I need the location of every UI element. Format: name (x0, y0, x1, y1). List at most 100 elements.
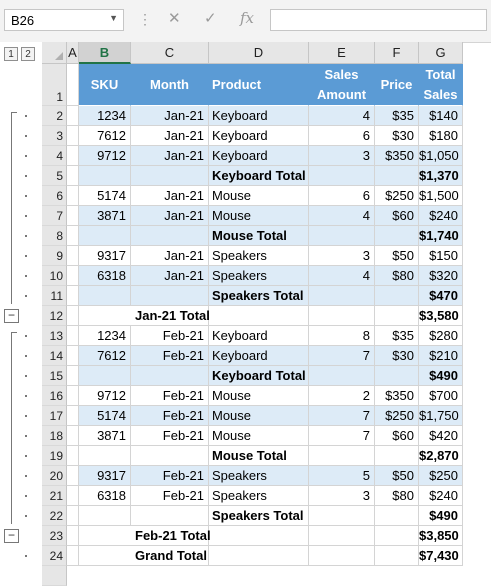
cell-sales-amount[interactable] (309, 286, 375, 306)
cell-price[interactable] (375, 506, 419, 526)
cell-a[interactable] (67, 286, 79, 306)
cell-total-sales[interactable]: $210 (419, 346, 463, 366)
cell-a[interactable] (67, 166, 79, 186)
cell-a1[interactable] (67, 64, 79, 106)
cell-a[interactable] (67, 346, 79, 366)
cell-price[interactable]: $350 (375, 146, 419, 166)
cell-total-sales[interactable]: $490 (419, 366, 463, 386)
group-total-label[interactable]: Grand Total (79, 546, 209, 566)
cell-total-sales[interactable]: $240 (419, 206, 463, 226)
cell-price[interactable]: $60 (375, 206, 419, 226)
cell-price[interactable]: $80 (375, 266, 419, 286)
row-header[interactable]: 8 (42, 226, 67, 246)
column-header-a[interactable]: A (67, 42, 79, 64)
cell-month[interactable]: Jan-21 (131, 106, 209, 126)
cell-sales-amount[interactable] (309, 526, 375, 546)
row-header[interactable]: 21 (42, 486, 67, 506)
cell-product[interactable]: Speakers (209, 246, 309, 266)
cell-product[interactable]: Mouse (209, 386, 309, 406)
column-header-d[interactable]: D (209, 42, 309, 64)
cell-month[interactable]: Feb-21 (131, 386, 209, 406)
row-header[interactable]: 23 (42, 526, 67, 546)
cell-price[interactable] (375, 286, 419, 306)
cell-a[interactable] (67, 146, 79, 166)
cell-total-sales[interactable]: $7,430 (419, 546, 463, 566)
cell-sales-amount[interactable]: 6 (309, 186, 375, 206)
cell-month[interactable]: Jan-21 (131, 246, 209, 266)
cell-total-sales[interactable]: $490 (419, 506, 463, 526)
cell-total-sales[interactable]: $1,740 (419, 226, 463, 246)
cell-product[interactable]: Keyboard (209, 126, 309, 146)
cell-total-sales[interactable]: $700 (419, 386, 463, 406)
chevron-down-icon[interactable]: ▼ (109, 13, 118, 23)
function-icon[interactable]: fx (240, 9, 255, 27)
row-header[interactable]: 20 (42, 466, 67, 486)
cell-a[interactable] (67, 246, 79, 266)
cell-a[interactable] (67, 546, 79, 566)
header-total-sales[interactable]: Total Sales (419, 64, 463, 106)
select-all-corner[interactable] (42, 42, 67, 64)
cell-total-sales[interactable]: $280 (419, 326, 463, 346)
cell-price[interactable]: $30 (375, 346, 419, 366)
cell-price[interactable] (375, 166, 419, 186)
cell-price[interactable] (375, 526, 419, 546)
cell-product[interactable]: Keyboard (209, 326, 309, 346)
row-header[interactable]: 1 (42, 64, 67, 106)
row-header[interactable]: 16 (42, 386, 67, 406)
cell-total-sales[interactable]: $150 (419, 246, 463, 266)
cell-product[interactable]: Keyboard Total (209, 366, 309, 386)
group-total-label[interactable]: Jan-21 Total (79, 306, 210, 326)
row-header[interactable]: 15 (42, 366, 67, 386)
cell-month[interactable]: Feb-21 (131, 346, 209, 366)
cell-sales-amount[interactable]: 3 (309, 486, 375, 506)
cell-month[interactable]: Jan-21 (131, 186, 209, 206)
cell-product[interactable]: Keyboard (209, 346, 309, 366)
cell-sku[interactable] (79, 446, 131, 466)
row-header[interactable]: 12 (42, 306, 67, 326)
cell-sales-amount[interactable] (309, 306, 375, 326)
cell-month[interactable] (131, 166, 209, 186)
cell-total-sales[interactable]: $1,050 (419, 146, 463, 166)
cell-price[interactable] (375, 446, 419, 466)
cell-price[interactable]: $50 (375, 466, 419, 486)
header-sku[interactable]: SKU (79, 64, 131, 106)
cell-sales-amount[interactable] (309, 226, 375, 246)
cell-total-sales[interactable]: $240 (419, 486, 463, 506)
cell-sales-amount[interactable] (309, 166, 375, 186)
row-header[interactable]: 22 (42, 506, 67, 526)
cell-sku[interactable] (79, 506, 131, 526)
cell-sales-amount[interactable]: 2 (309, 386, 375, 406)
cell-product[interactable]: Mouse (209, 426, 309, 446)
cell-price[interactable] (375, 546, 419, 566)
header-product[interactable]: Product (209, 64, 309, 106)
header-sales-amount[interactable]: Sales Amount (309, 64, 375, 106)
cell-total-sales[interactable]: $1,750 (419, 406, 463, 426)
row-header[interactable]: 11 (42, 286, 67, 306)
cell-a[interactable] (67, 126, 79, 146)
cell-a[interactable] (67, 106, 79, 126)
cell-sales-amount[interactable]: 8 (309, 326, 375, 346)
cell-product[interactable]: Mouse Total (209, 446, 309, 466)
row-header[interactable]: 19 (42, 446, 67, 466)
cell-month[interactable]: Jan-21 (131, 126, 209, 146)
cell-a[interactable] (67, 186, 79, 206)
cell-a[interactable] (67, 506, 79, 526)
row-header[interactable]: 18 (42, 426, 67, 446)
column-header-c[interactable]: C (131, 42, 209, 64)
cell-product[interactable]: Speakers (209, 266, 309, 286)
group-total-label[interactable]: Feb-21 Total (79, 526, 211, 546)
cell-product[interactable]: Speakers Total (209, 286, 309, 306)
outline-level-2-button[interactable]: 2 (21, 47, 35, 61)
row-header[interactable]: 17 (42, 406, 67, 426)
cell-total-sales[interactable]: $470 (419, 286, 463, 306)
column-header-e[interactable]: E (309, 42, 375, 64)
cell-sales-amount[interactable]: 3 (309, 146, 375, 166)
cell-month[interactable] (131, 226, 209, 246)
cell-month[interactable]: Feb-21 (131, 466, 209, 486)
column-header-f[interactable]: F (375, 42, 419, 64)
cell-month[interactable]: Feb-21 (131, 406, 209, 426)
cell-price[interactable] (375, 306, 419, 326)
cell-sales-amount[interactable]: 4 (309, 266, 375, 286)
cell-sku[interactable]: 6318 (79, 266, 131, 286)
row-header[interactable]: 5 (42, 166, 67, 186)
